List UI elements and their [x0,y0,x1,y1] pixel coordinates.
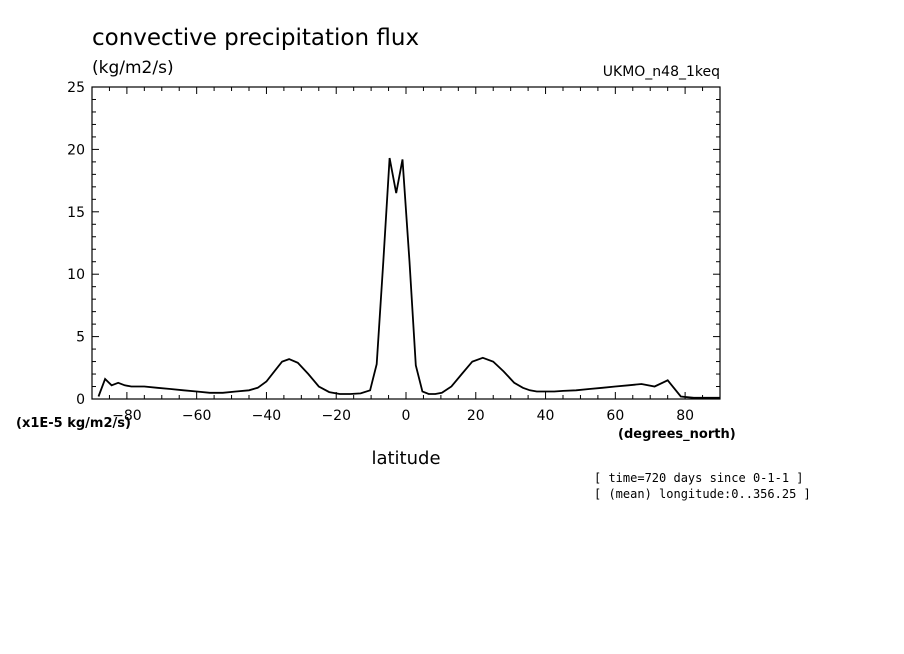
y-tick-label: 5 [76,330,85,346]
x-tick-label: −20 [321,408,351,424]
y-tick-label: 10 [67,267,85,283]
x-tick-label: −40 [252,408,282,424]
x-tick-label: 40 [537,408,555,424]
x-tick-label: 60 [606,408,624,424]
x-axis-label: latitude [371,448,440,469]
chart-title: convective precipitation flux [92,25,419,51]
x-tick-label: −60 [182,408,212,424]
chart-units: (kg/m2/s) [92,58,174,78]
x-tick-label: −80 [112,408,142,424]
series-group [97,157,720,399]
x-tick-label: 0 [402,408,411,424]
x-units-label: (degrees_north) [618,427,736,442]
y-tick-labels: 0 5 10 15 20 25 [67,80,85,408]
x-tick-label: 20 [467,408,485,424]
time-note: [ time=720 days since 0-1-1 ] [594,471,804,485]
longitude-note: [ (mean) longitude:0..356.25 ] [594,487,811,501]
y-tick-label: 25 [67,80,85,96]
x-tick-labels: −80 −60 −40 −20 0 20 40 60 80 [112,408,694,424]
axis-ticks [91,86,721,400]
x-tick-label: 80 [676,408,694,424]
y-tick-label: 20 [67,142,85,158]
y-tick-label: 15 [67,205,85,221]
series-line [97,157,720,399]
plot-frame [91,86,721,400]
y-scale-note: (x1E-5 kg/m2/s) [16,416,131,431]
dataset-label: UKMO_n48_1keq [603,64,720,80]
y-tick-label: 0 [76,392,85,408]
